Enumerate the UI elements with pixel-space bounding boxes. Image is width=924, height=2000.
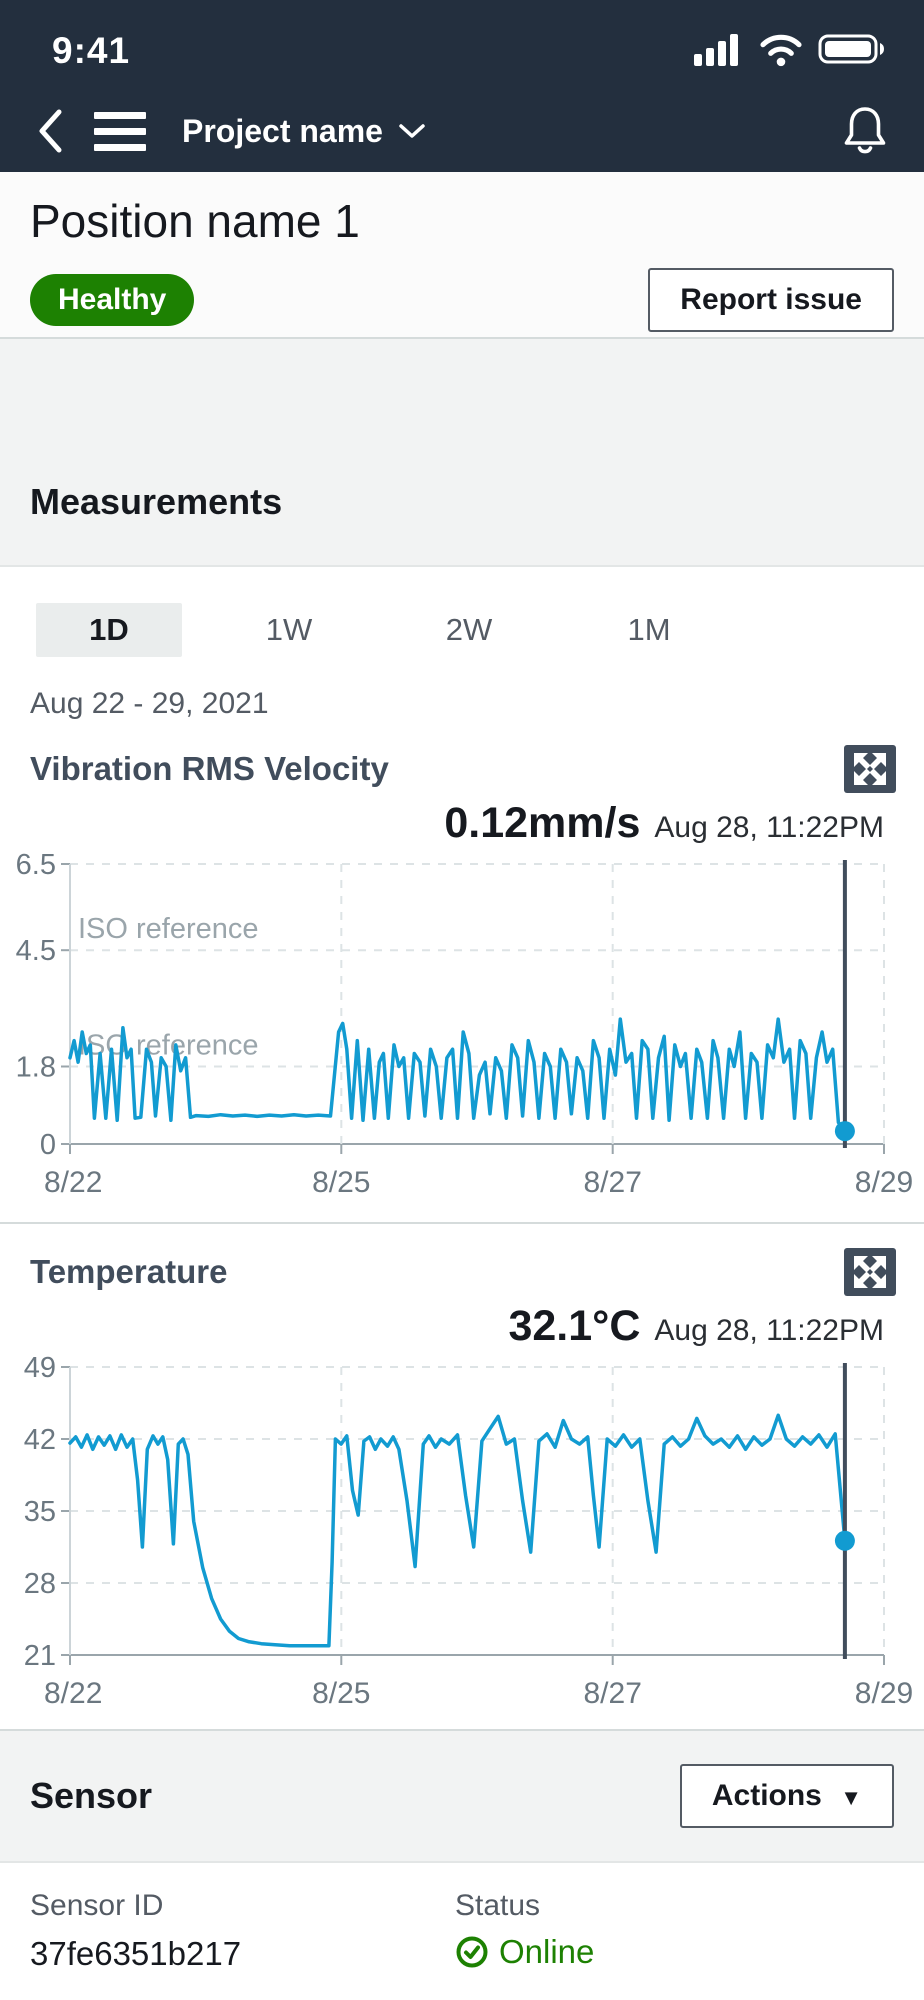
tab-1d[interactable]: 1D: [36, 603, 182, 657]
actions-button[interactable]: Actions ▼: [679, 1764, 894, 1828]
temperature-chart[interactable]: 49 42 35 28 21 8/22 8/25 8/27 8/29: [0, 1351, 924, 1713]
svg-text:8/27: 8/27: [584, 1166, 642, 1199]
page-title: Position name 1: [30, 195, 360, 247]
status-bar: 9:41: [0, 0, 924, 90]
notifications-button[interactable]: [842, 105, 888, 157]
bell-icon: [844, 107, 886, 154]
chevron-left-icon: [39, 109, 62, 153]
svg-text:6.5: 6.5: [16, 849, 56, 881]
svg-text:8/22: 8/22: [44, 1677, 102, 1710]
temperature-current-value: 32.1°C: [508, 1302, 641, 1350]
svg-text:8/27: 8/27: [584, 1677, 642, 1710]
svg-text:ISO reference: ISO reference: [78, 1030, 259, 1062]
svg-text:8/22: 8/22: [44, 1166, 102, 1199]
svg-text:42: 42: [24, 1424, 56, 1456]
tab-1m[interactable]: 1M: [627, 612, 671, 647]
svg-text:4.5: 4.5: [16, 935, 56, 967]
wifi-icon: [756, 31, 806, 72]
project-name-dropdown[interactable]: Project name: [182, 113, 425, 150]
report-issue-button[interactable]: Report issue: [648, 268, 894, 332]
time-range-tabs: 1D 1W 2W 1M: [36, 603, 924, 657]
cellular-signal-icon: [694, 32, 744, 71]
online-status-text: Online: [499, 1933, 595, 1970]
svg-text:8/29: 8/29: [855, 1166, 913, 1199]
vibration-current-timestamp: Aug 28, 11:22PM: [654, 811, 884, 844]
expand-icon: [844, 745, 896, 793]
temperature-chart-block: Temperature 32.1°C Aug 28, 11:22PM 49 42 3…: [0, 1246, 924, 1713]
menu-button[interactable]: [94, 111, 146, 151]
vibration-chart[interactable]: 6.5 4.5 1.8 0 8/22 8/25 8/27 8/29 ISO reference I…: [0, 848, 924, 1204]
svg-text:21: 21: [24, 1640, 56, 1672]
svg-text:1.8: 1.8: [16, 1052, 56, 1084]
vibration-chart-block: Vibration RMS Velocity 0.12mm/s Aug 28, …: [0, 743, 924, 1204]
vibration-current-value: 0.12mm/s: [444, 799, 641, 847]
measurements-section-header: Measurements: [0, 339, 924, 567]
section-divider: [0, 1222, 924, 1224]
sensor-status-field: Status Online: [455, 1889, 594, 1973]
measurements-heading: Measurements: [30, 481, 283, 522]
svg-text:49: 49: [24, 1352, 56, 1384]
status-badge: Healthy: [30, 274, 195, 326]
sensor-details: Sensor ID 37fe6351b217 Status Online: [0, 1863, 924, 1973]
svg-text:8/25: 8/25: [312, 1166, 370, 1199]
battery-icon: [818, 32, 888, 71]
expand-icon: [844, 1248, 896, 1296]
sensor-heading: Sensor: [30, 1775, 153, 1816]
svg-text:28: 28: [24, 1568, 56, 1600]
sensor-id-field: Sensor ID 37fe6351b217: [30, 1889, 455, 1973]
svg-text:0: 0: [40, 1129, 56, 1161]
temperature-chart-title: Temperature: [30, 1253, 228, 1290]
actions-label: Actions: [711, 1779, 822, 1812]
online-status: Online: [455, 1933, 594, 1971]
tab-1w[interactable]: 1W: [265, 612, 313, 647]
svg-text:8/25: 8/25: [312, 1677, 370, 1710]
page-header: Position name 1 Healthy Report issue: [0, 172, 924, 339]
check-circle-icon: [456, 1936, 488, 1968]
status-label: Status: [455, 1889, 541, 1922]
status-icons: [694, 19, 888, 72]
svg-text:ISO reference: ISO reference: [78, 913, 259, 945]
date-range: Aug 22 - 29, 2021: [30, 687, 269, 720]
chevron-down-icon: [399, 123, 425, 138]
tab-2w[interactable]: 2W: [445, 612, 493, 647]
back-button[interactable]: [36, 108, 64, 154]
svg-text:8/29: 8/29: [855, 1677, 913, 1710]
project-name-label: Project name: [182, 112, 383, 149]
nav-bar: Project name: [0, 90, 924, 172]
temperature-expand-button[interactable]: [842, 1246, 898, 1298]
sensor-id-label: Sensor ID: [30, 1889, 164, 1922]
sensor-section-header: Sensor Actions ▼: [0, 1729, 924, 1863]
caret-down-icon: ▼: [840, 1785, 862, 1810]
status-time: 9:41: [52, 30, 131, 71]
vibration-chart-title: Vibration RMS Velocity: [30, 750, 389, 787]
vibration-expand-button[interactable]: [842, 743, 898, 795]
temperature-current-timestamp: Aug 28, 11:22PM: [654, 1314, 884, 1347]
svg-text:35: 35: [24, 1496, 56, 1528]
sensor-id-value: 37fe6351b217: [30, 1935, 242, 1972]
